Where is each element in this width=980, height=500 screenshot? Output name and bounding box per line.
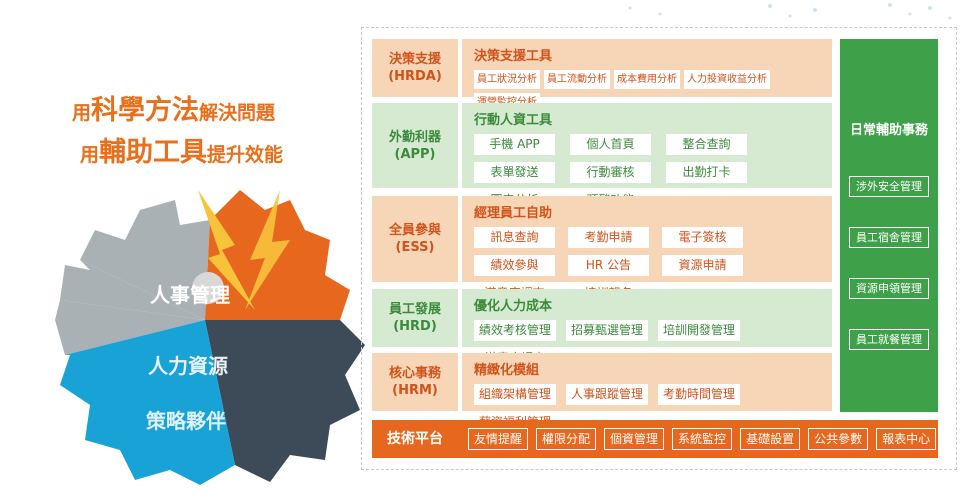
category-code: (ESS) [395, 240, 435, 255]
row-title: 優化人力成本 [474, 299, 553, 314]
category-code: (HRM) [392, 383, 438, 398]
tech-item-system-monitor[interactable]: 系統監控 [672, 428, 733, 450]
item-staff-turnover-analysis[interactable]: 員工流動分析 [544, 70, 610, 89]
item-integrated-query[interactable]: 整合查詢 [666, 134, 747, 155]
daily-affairs-list: 涉外安全管理 員工宿舍管理 資源申領管理 員工就餐管理 [849, 176, 929, 350]
row-title: 精緻化模組 [474, 363, 540, 378]
slogan-text: 解決問題 [199, 102, 276, 124]
item-attendance-request[interactable]: 考勤申請 [568, 227, 649, 248]
category-name: 決策支援 [388, 52, 441, 67]
category-label: 外勤利器 (APP) [372, 103, 458, 188]
gear-segment-blue [60, 320, 235, 485]
row-body: 決策支援工具 員工狀況分析 員工流動分析 成本費用分析 人力投資收益分析 運營監… [462, 39, 832, 112]
tech-item-list: 友情提醒 權限分配 個資管理 系統監控 基礎設置 公共參數 報表中心 [468, 428, 937, 450]
item-mobile-app[interactable]: 手機 APP [474, 134, 555, 155]
category-label: 決策支援 (HRDA) [372, 39, 458, 97]
gear-segment-dark [205, 320, 365, 482]
row-app: 外勤利器 (APP) 行動人資工具 手機 APP 個人首頁 整合查詢 表單發送 … [372, 103, 832, 211]
tech-platform-label: 技術平台 [372, 420, 458, 458]
lightning-icon [198, 190, 255, 310]
gear-label-bottom: 策略夥伴 [146, 409, 226, 433]
row-hrm: 核心事務 (HRM) 精緻化模組 組織架構管理 人事跟蹤管理 考勤時間管理 薪資… [372, 353, 832, 433]
row-body: 行動人資工具 手機 APP 個人首頁 整合查詢 表單發送 行動審核 出勤打卡 圖… [462, 103, 832, 211]
item-personnel-tracking-management[interactable]: 人事跟蹤管理 [566, 384, 648, 405]
item-recruitment-management[interactable]: 招募甄選管理 [566, 320, 648, 341]
category-name: 員工發展 [388, 302, 441, 317]
row-hrda: 決策支援 (HRDA) 決策支援工具 員工狀況分析 員工流動分析 成本費用分析 … [372, 39, 832, 112]
tech-item-personal-data[interactable]: 個資管理 [604, 428, 665, 450]
category-name: 核心事務 [388, 366, 441, 381]
daily-affairs-panel: 日常輔助事務 涉外安全管理 員工宿舍管理 資源申領管理 員工就餐管理 [840, 39, 938, 412]
row-body: 經理員工自助 訊息查詢 考勤申請 電子簽核 績效參與 HR 公告 資源申請 滿意… [462, 196, 832, 304]
tech-item-friendly-reminder[interactable]: 友情提醒 [468, 428, 529, 450]
tech-item-basic-settings[interactable]: 基礎設置 [740, 428, 801, 450]
gear-segment-gray [80, 200, 210, 320]
category-code: (APP) [394, 146, 436, 162]
slogan-text: 用 [72, 102, 92, 124]
item-list: 組織架構管理 人事跟蹤管理 考勤時間管理 薪資福利管理 [474, 384, 822, 433]
side-item-foreign-safety[interactable]: 涉外安全管理 [849, 176, 929, 197]
gear-hub [192, 272, 224, 304]
row-body: 精緻化模組 組織架構管理 人事跟蹤管理 考勤時間管理 薪資福利管理 [462, 353, 832, 433]
slogan-highlight: 輔助工具 [99, 137, 208, 168]
row-hrd: 員工發展 (HRD) 優化人力成本 績效考核管理 招募甄選管理 培訓開發管理 滿… [372, 289, 832, 369]
decorative-dots [628, 3, 952, 20]
category-label: 全員參與 (ESS) [372, 196, 458, 282]
gear-illustration [55, 190, 365, 485]
item-mobile-approval[interactable]: 行動審核 [570, 162, 651, 183]
item-hr-announcement[interactable]: HR 公告 [568, 255, 649, 276]
item-list: 員工狀況分析 員工流動分析 成本費用分析 人力投資收益分析 運營監控分析 [474, 70, 822, 112]
item-personal-home[interactable]: 個人首頁 [570, 134, 651, 155]
category-code: (HRD) [393, 319, 437, 334]
row-tech-platform: 技術平台 友情提醒 權限分配 個資管理 系統監控 基礎設置 公共參數 報表中心 [372, 420, 938, 458]
item-performance-participation[interactable]: 績效參與 [474, 255, 555, 276]
row-title: 經理員工自助 [474, 206, 553, 221]
item-attendance-time-management[interactable]: 考勤時間管理 [658, 384, 740, 405]
row-body: 優化人力成本 績效考核管理 招募甄選管理 培訓開發管理 滿意度調查 [462, 289, 832, 369]
category-label: 員工發展 (HRD) [372, 289, 458, 347]
framework-frame [361, 27, 957, 470]
item-training-management[interactable]: 培訓開發管理 [658, 320, 740, 341]
item-cost-analysis[interactable]: 成本費用分析 [614, 70, 680, 89]
item-org-structure-management[interactable]: 組織架構管理 [474, 384, 556, 405]
item-clock-in[interactable]: 出勤打卡 [666, 162, 747, 183]
item-hr-roi-analysis[interactable]: 人力投資收益分析 [684, 70, 770, 89]
category-label: 核心事務 (HRM) [372, 353, 458, 411]
row-title: 行動人資工具 [474, 113, 553, 128]
category-code: (HRDA) [388, 69, 442, 84]
category-name: 外勤利器 [388, 129, 441, 145]
slogan-line-1: 用科學方法解決問題 [72, 88, 275, 127]
slogan-text: 用 [80, 144, 100, 166]
row-title: 決策支援工具 [474, 49, 553, 64]
category-name: 全員參與 [388, 223, 441, 238]
item-message-query[interactable]: 訊息查詢 [474, 227, 555, 248]
slogan-highlight: 科學方法 [91, 95, 200, 126]
slogan-text: 提升效能 [207, 144, 284, 166]
item-e-sign[interactable]: 電子簽核 [662, 227, 743, 248]
item-staff-status-analysis[interactable]: 員工狀況分析 [474, 70, 540, 89]
tech-item-permission-assignment[interactable]: 權限分配 [536, 428, 597, 450]
tech-item-public-parameters[interactable]: 公共參數 [808, 428, 869, 450]
gear-label-center: 人事管理 [150, 283, 230, 307]
side-item-dormitory[interactable]: 員工宿舍管理 [849, 227, 929, 248]
item-form-send[interactable]: 表單發送 [474, 162, 555, 183]
item-resource-request[interactable]: 資源申請 [662, 255, 743, 276]
side-item-resource-claim[interactable]: 資源申領管理 [849, 278, 929, 299]
side-item-meal[interactable]: 員工就餐管理 [849, 329, 929, 350]
item-performance-management[interactable]: 績效考核管理 [474, 320, 556, 341]
gear-label-middle: 人力資源 [148, 354, 228, 378]
tech-item-report-center[interactable]: 報表中心 [876, 428, 937, 450]
slogan-line-2: 用輔助工具提升效能 [80, 130, 283, 169]
daily-affairs-title: 日常輔助事務 [849, 123, 928, 138]
row-ess: 全員參與 (ESS) 經理員工自助 訊息查詢 考勤申請 電子簽核 績效參與 HR… [372, 196, 832, 304]
